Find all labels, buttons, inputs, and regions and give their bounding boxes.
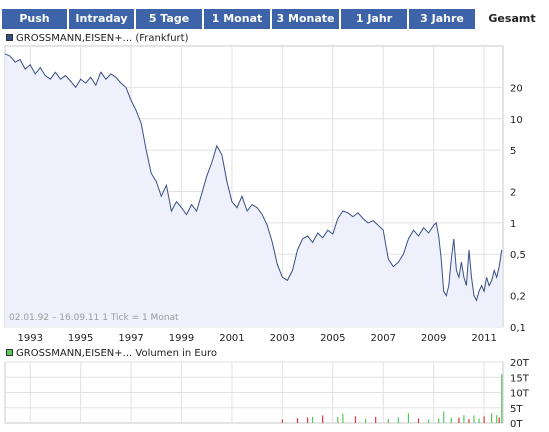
volume-bar (397, 417, 399, 423)
volume-bar (281, 419, 283, 423)
volume-bar (354, 416, 357, 423)
volume-bar (312, 416, 314, 423)
volume-legend-label: GROSSMANN,EISEN+... Volumen in Euro (16, 348, 218, 359)
x-tick-label: 1995 (68, 333, 93, 344)
volume-y-tick-label: 10T (510, 389, 530, 400)
volume-bar (498, 417, 500, 423)
price-y-tick-label: 20 (510, 83, 523, 94)
volume-bar (387, 419, 389, 423)
tab-5-tage[interactable]: 5 Tage (136, 9, 202, 29)
volume-bar (296, 418, 299, 423)
volume-bar (364, 418, 367, 423)
price-y-tick-label: 0,5 (510, 250, 526, 261)
price-legend: GROSSMANN,EISEN+... (Frankfurt) (6, 33, 188, 45)
volume-legend: GROSSMANN,EISEN+... Volumen in Euro (6, 348, 217, 360)
volume-bar (407, 413, 410, 423)
price-y-tick-label: 1 (510, 219, 516, 230)
period-tabs: Push Intraday 5 Tage 1 Monat 3 Monate 1 … (0, 0, 549, 29)
volume-bar (417, 418, 420, 423)
volume-bar (468, 419, 470, 423)
x-tick-label: 2001 (219, 333, 244, 344)
tab-1-jahr[interactable]: 1 Jahr (341, 9, 407, 29)
x-tick-label: 2007 (371, 333, 396, 344)
price-y-tick-label: 0,2 (510, 292, 526, 303)
volume-bar (501, 374, 503, 423)
x-tick-label: 2011 (471, 333, 496, 344)
volume-bar (306, 417, 309, 423)
volume-bar (478, 418, 480, 423)
tab-push[interactable]: Push (2, 9, 67, 29)
volume-bar (342, 413, 344, 423)
price-area (5, 53, 502, 328)
volume-bar (337, 416, 339, 423)
volume-y-tick-label: 5T (510, 404, 523, 415)
volume-bar (450, 417, 452, 423)
x-tick-label: 1999 (169, 333, 194, 344)
volume-bar (491, 413, 493, 423)
price-y-tick-label: 0,1 (510, 323, 526, 334)
volume-bar (458, 417, 460, 423)
tab-intraday[interactable]: Intraday (69, 9, 134, 29)
price-line (4, 53, 503, 302)
volume-bar (443, 411, 445, 423)
price-panel: 20 10 5 2 1 0,5 0,2 0,1 1993 1995 1997 1999 2001 2003… (4, 45, 526, 344)
volume-bar (496, 415, 498, 423)
volume-bar (322, 415, 324, 423)
x-tick-label: 1997 (118, 333, 143, 344)
price-legend-label: GROSSMANN,EISEN+... (Frankfurt) (16, 33, 189, 44)
price-swatch (6, 34, 13, 41)
x-tick-label: 1993 (17, 333, 42, 344)
volume-y-tick-label: 0T (510, 419, 523, 430)
tab-1-monat[interactable]: 1 Monat (204, 9, 270, 29)
volume-y-tick-label: 20T (510, 358, 530, 369)
volume-panel: 20T 15T 10T 5T 0T (4, 358, 530, 430)
volume-swatch (6, 349, 13, 356)
volume-bar (473, 415, 475, 423)
price-y-tick-label: 2 (510, 188, 516, 199)
volume-bar (463, 415, 465, 423)
price-y-tick-label: 10 (510, 115, 523, 126)
x-tick-label: 2003 (270, 333, 295, 344)
price-y-tick-label: 5 (510, 146, 516, 157)
tab-3-monate[interactable]: 3 Monate (272, 9, 339, 29)
tab-gesamt[interactable]: Gesamt (477, 9, 547, 29)
volume-y-tick-label: 15T (510, 373, 530, 384)
x-tick-label: 2005 (320, 333, 345, 344)
x-tick-label: 2009 (421, 333, 446, 344)
volume-bar (428, 419, 430, 423)
volume-bar (375, 416, 377, 423)
tab-3-jahre[interactable]: 3 Jahre (409, 9, 475, 29)
volume-bar (483, 416, 485, 423)
range-note: 02.01.92 – 16.09.11 1 Tick = 1 Monat (9, 313, 179, 323)
volume-bar (438, 418, 440, 423)
